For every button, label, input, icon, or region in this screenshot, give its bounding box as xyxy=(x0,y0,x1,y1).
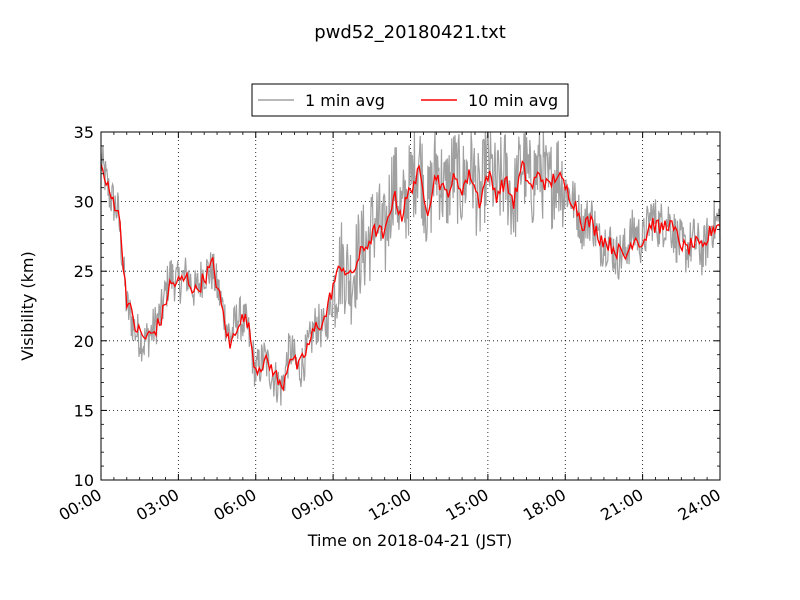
y-tick-label: 30 xyxy=(74,193,94,212)
y-tick-label: 20 xyxy=(74,332,94,351)
y-tick-label: 10 xyxy=(74,471,94,490)
y-tick-labels: 10 15 20 25 30 35 xyxy=(74,123,94,490)
legend-label-1min: 1 min avg xyxy=(305,91,385,110)
legend-box xyxy=(251,83,569,117)
series-line-1-min-avg xyxy=(100,131,721,406)
y-tick-label: 35 xyxy=(74,123,94,142)
series-line-10-min-avg xyxy=(100,159,721,392)
y-tick-label: 25 xyxy=(74,262,94,281)
x-axis-label: Time on 2018-04-21 (JST) xyxy=(307,531,512,550)
chart-title: pwd52_20180421.txt xyxy=(314,22,506,43)
y-tick-label: 15 xyxy=(74,401,94,420)
y-axis-label: Visibility (km) xyxy=(18,251,37,360)
plot-frame xyxy=(100,131,721,481)
series-layer xyxy=(100,131,721,406)
legend-label-10min: 10 min avg xyxy=(468,91,558,110)
legend: 1 min avg 10 min avg xyxy=(251,83,569,117)
